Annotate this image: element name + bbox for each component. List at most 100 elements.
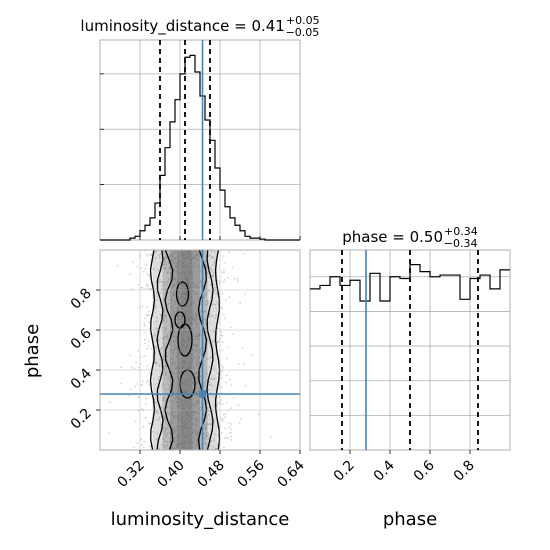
scatter-point bbox=[176, 435, 178, 437]
scatter-point bbox=[176, 375, 179, 378]
scatter-point bbox=[187, 432, 190, 435]
scatter-point bbox=[167, 427, 169, 429]
scatter-point bbox=[212, 445, 215, 448]
scatter-point bbox=[168, 332, 171, 335]
scatter-point bbox=[194, 321, 197, 323]
scatter-point bbox=[157, 379, 160, 381]
x-tick-label: 0.4 bbox=[371, 457, 398, 484]
x-tick-label: 0.6 bbox=[411, 457, 438, 484]
scatter-point bbox=[221, 341, 224, 344]
scatter-point bbox=[222, 255, 225, 257]
scatter-point bbox=[173, 290, 176, 292]
scatter-point bbox=[158, 254, 161, 257]
scatter-point bbox=[165, 257, 168, 259]
scatter-point bbox=[166, 272, 169, 274]
scatter-point bbox=[168, 365, 171, 367]
scatter-point bbox=[133, 446, 135, 449]
scatter-point bbox=[166, 335, 169, 338]
scatter-point bbox=[210, 256, 213, 259]
scatter-point bbox=[162, 338, 165, 341]
scatter-point bbox=[221, 292, 224, 295]
scatter-point bbox=[163, 257, 166, 260]
scatter-point bbox=[183, 272, 186, 274]
scatter-point bbox=[182, 435, 184, 438]
scatter-point bbox=[149, 253, 152, 256]
scatter-point bbox=[211, 395, 214, 397]
scatter-point bbox=[182, 428, 184, 431]
scatter-point bbox=[194, 262, 197, 265]
scatter-point bbox=[204, 437, 207, 440]
scatter-point bbox=[146, 347, 149, 350]
scatter-point bbox=[158, 364, 161, 367]
scatter-point bbox=[198, 401, 201, 404]
scatter-point bbox=[172, 261, 175, 263]
scatter-point bbox=[128, 394, 131, 397]
scatter-point bbox=[190, 302, 193, 305]
scatter-point bbox=[221, 308, 224, 310]
scatter-point bbox=[180, 321, 183, 324]
scatter-point bbox=[188, 315, 191, 318]
scatter-point bbox=[192, 343, 194, 345]
scatter-point bbox=[147, 288, 150, 290]
scatter-point bbox=[212, 271, 215, 274]
scatter-point bbox=[205, 372, 208, 375]
scatter-point bbox=[164, 430, 167, 433]
scatter-point bbox=[205, 267, 208, 269]
scatter-point bbox=[172, 308, 174, 311]
scatter-point bbox=[181, 265, 184, 268]
scatter-point bbox=[210, 439, 213, 442]
scatter-point bbox=[175, 269, 178, 272]
scatter-point bbox=[196, 293, 199, 296]
scatter-point bbox=[229, 431, 232, 434]
scatter-point bbox=[195, 316, 198, 318]
scatter-point bbox=[206, 426, 208, 429]
scatter-point bbox=[199, 269, 201, 272]
scatter-point bbox=[195, 257, 198, 260]
scatter-point bbox=[212, 257, 215, 259]
scatter-point bbox=[163, 445, 166, 448]
scatter-point bbox=[165, 374, 167, 376]
scatter-point bbox=[199, 303, 202, 305]
scatter-point bbox=[191, 257, 194, 259]
scatter-point bbox=[182, 389, 184, 392]
scatter-point bbox=[155, 320, 158, 323]
scatter-point bbox=[166, 428, 168, 431]
scatter-point bbox=[230, 407, 232, 409]
scatter-point bbox=[176, 439, 179, 442]
scatter-point bbox=[185, 270, 188, 273]
scatter-point bbox=[213, 439, 216, 442]
scatter-point bbox=[136, 383, 139, 386]
scatter-point bbox=[225, 402, 228, 404]
scatter-point bbox=[223, 269, 226, 272]
scatter-point bbox=[168, 385, 171, 388]
scatter-point bbox=[159, 253, 162, 256]
scatter-point bbox=[223, 271, 225, 274]
scatter-point bbox=[168, 441, 171, 443]
scatter-point bbox=[207, 300, 210, 302]
scatter-point bbox=[185, 305, 187, 307]
scatter-point bbox=[175, 401, 178, 404]
scatter-point bbox=[212, 344, 214, 347]
scatter-point bbox=[193, 319, 196, 322]
scatter-point bbox=[183, 341, 186, 343]
scatter-point bbox=[177, 258, 180, 261]
scatter-point bbox=[180, 283, 183, 286]
scatter-point bbox=[173, 363, 176, 366]
scatter-point bbox=[142, 380, 144, 382]
phase-y-tick-labels: 0.2 0.4 0.6 0.8 bbox=[68, 286, 100, 433]
scatter-point bbox=[143, 322, 146, 325]
scatter-point bbox=[188, 428, 190, 431]
scatter-point bbox=[155, 438, 158, 440]
scatter-point bbox=[199, 353, 202, 356]
scatter-point bbox=[130, 366, 133, 369]
scatter-point bbox=[162, 353, 165, 356]
scatter-point bbox=[145, 287, 147, 290]
scatter-point bbox=[181, 426, 184, 429]
scatter-point bbox=[190, 317, 193, 320]
scatter-point bbox=[239, 418, 242, 420]
scatter-point bbox=[151, 430, 154, 433]
scatter-point bbox=[177, 434, 180, 436]
scatter-point bbox=[161, 284, 164, 287]
scatter-point bbox=[193, 356, 195, 359]
scatter-point bbox=[178, 416, 180, 419]
